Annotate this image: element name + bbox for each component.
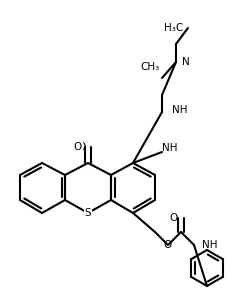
Text: O: O bbox=[169, 213, 177, 223]
Text: N: N bbox=[182, 57, 190, 67]
Text: NH: NH bbox=[172, 105, 187, 115]
Text: NH: NH bbox=[162, 143, 178, 153]
Text: O: O bbox=[77, 142, 85, 152]
Text: S: S bbox=[85, 208, 91, 218]
Text: O: O bbox=[74, 142, 82, 152]
Text: CH₃: CH₃ bbox=[141, 62, 160, 72]
Text: NH: NH bbox=[202, 240, 217, 250]
Text: O: O bbox=[164, 240, 172, 250]
Text: H₃C: H₃C bbox=[164, 23, 183, 33]
